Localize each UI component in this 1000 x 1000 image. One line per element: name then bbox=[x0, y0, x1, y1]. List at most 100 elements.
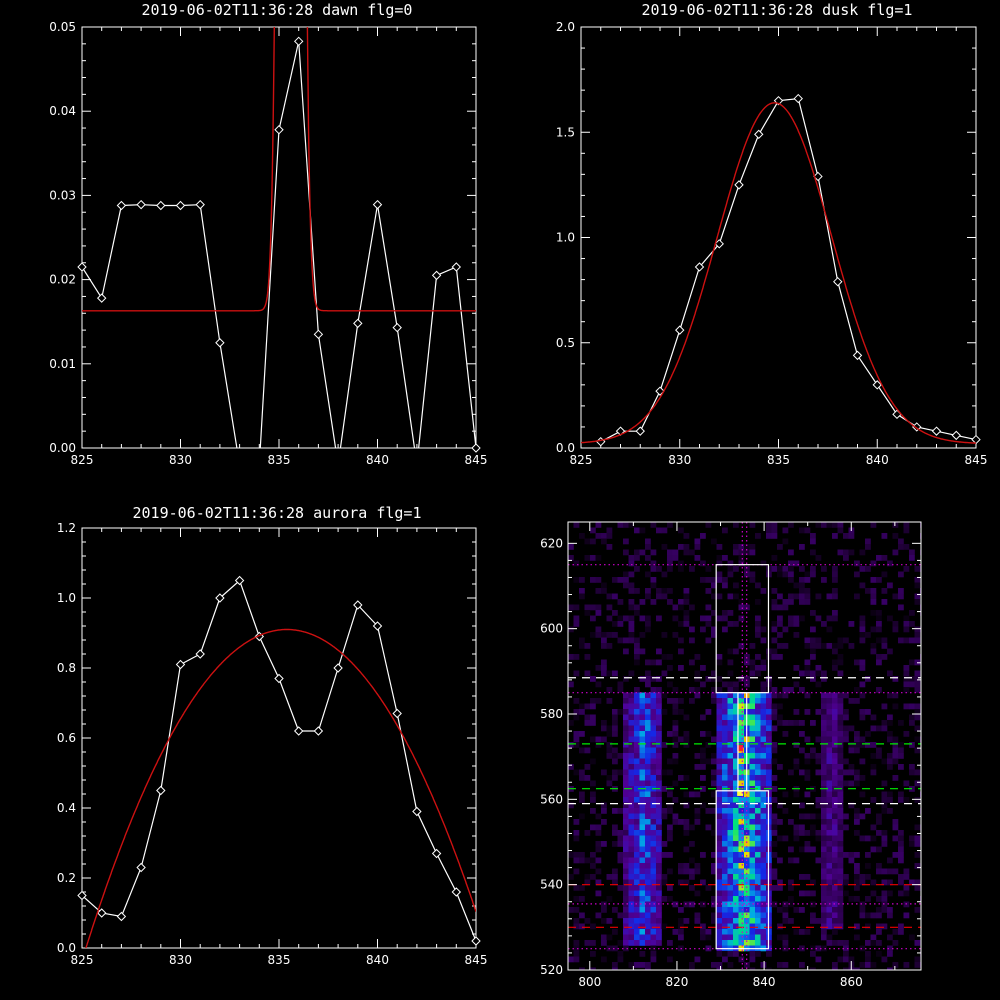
heatmap-cell bbox=[843, 758, 849, 765]
heatmap-cell bbox=[755, 863, 761, 869]
heatmap-cell bbox=[804, 599, 811, 605]
heatmap-cell bbox=[716, 703, 723, 710]
heatmap-cell bbox=[865, 896, 871, 902]
heatmap-cell bbox=[716, 725, 723, 732]
heatmap-cell bbox=[760, 769, 767, 776]
heatmap-cell bbox=[760, 725, 767, 732]
heatmap-cell bbox=[634, 659, 640, 666]
heatmap-cell bbox=[727, 863, 734, 869]
heatmap-cell bbox=[733, 863, 739, 869]
heatmap-cell bbox=[645, 742, 651, 748]
heatmap-cell bbox=[606, 753, 613, 759]
heatmap-cell bbox=[639, 813, 646, 820]
heatmap-cell bbox=[799, 582, 805, 589]
heatmap-cell bbox=[639, 791, 646, 798]
heatmap-cell bbox=[639, 868, 646, 875]
heatmap-cell bbox=[870, 912, 877, 919]
heatmap-cell bbox=[623, 929, 629, 935]
heatmap-cell bbox=[711, 687, 717, 693]
heatmap-cell bbox=[645, 692, 651, 699]
heatmap-cell bbox=[656, 698, 662, 704]
heatmap-cell bbox=[639, 962, 646, 968]
heatmap-cell bbox=[782, 527, 789, 534]
heatmap-cell bbox=[760, 637, 767, 644]
heatmap-cell bbox=[711, 582, 717, 589]
heatmap-cell bbox=[689, 824, 695, 831]
heatmap-cell bbox=[832, 830, 838, 836]
heatmap-cell bbox=[612, 747, 618, 754]
heatmap-cell bbox=[645, 912, 651, 919]
heatmap-cell bbox=[804, 753, 811, 759]
heatmap-cell bbox=[590, 714, 596, 721]
heatmap-cell bbox=[755, 835, 761, 842]
heatmap-cell bbox=[573, 709, 580, 715]
heatmap-cell bbox=[821, 901, 827, 908]
heatmap-cell bbox=[705, 566, 712, 572]
heatmap-cell bbox=[733, 753, 739, 759]
heatmap-cell bbox=[755, 791, 761, 798]
heatmap-cell bbox=[865, 863, 871, 869]
heatmap-cell bbox=[584, 775, 591, 781]
heatmap-cell bbox=[716, 962, 723, 968]
heatmap-cell bbox=[777, 962, 783, 968]
heatmap-cell bbox=[568, 907, 574, 913]
heatmap-cell bbox=[749, 703, 756, 710]
heatmap-cell bbox=[826, 912, 833, 919]
heatmap-cell bbox=[716, 890, 723, 897]
heatmap-cell bbox=[749, 747, 756, 754]
heatmap-cell bbox=[771, 533, 778, 539]
heatmap-cell bbox=[678, 863, 684, 869]
heatmap-cell bbox=[898, 929, 904, 935]
heatmap-cell bbox=[595, 588, 602, 594]
heatmap-cell bbox=[870, 753, 877, 759]
heatmap-cell bbox=[612, 758, 618, 765]
heatmap-cell bbox=[678, 637, 684, 644]
heatmap-cell bbox=[727, 566, 734, 572]
heatmap-cell bbox=[694, 555, 701, 561]
heatmap-cell bbox=[700, 577, 706, 583]
heatmap-cell bbox=[881, 841, 888, 847]
heatmap-cell bbox=[645, 593, 651, 600]
heatmap-cell bbox=[639, 857, 646, 864]
heatmap-cell bbox=[628, 720, 635, 726]
heatmap-cell bbox=[771, 522, 778, 528]
heatmap-cell bbox=[568, 720, 574, 726]
heatmap-cell bbox=[601, 901, 607, 908]
heatmap-cell bbox=[749, 835, 756, 842]
y-tick-label: 540 bbox=[540, 878, 563, 892]
heatmap-cell bbox=[870, 962, 877, 968]
heatmap-cell bbox=[914, 824, 921, 831]
heatmap-cell bbox=[722, 769, 728, 776]
heatmap-cell bbox=[612, 830, 618, 836]
heatmap-cell bbox=[595, 890, 602, 897]
heatmap-cell bbox=[584, 703, 591, 710]
heatmap-cell bbox=[656, 747, 662, 754]
heatmap-cell bbox=[661, 527, 668, 534]
heatmap-cell bbox=[903, 615, 910, 622]
heatmap-cell bbox=[793, 791, 800, 798]
heatmap-cell bbox=[760, 857, 767, 864]
heatmap-cell bbox=[755, 940, 761, 946]
heatmap-cell bbox=[865, 852, 871, 858]
heatmap-cell bbox=[760, 775, 767, 781]
heatmap-cell bbox=[859, 714, 866, 721]
heatmap-cell bbox=[832, 769, 838, 776]
heatmap-cell bbox=[832, 703, 838, 710]
heatmap-cell bbox=[793, 665, 800, 671]
heatmap-cell bbox=[826, 692, 833, 699]
heatmap-cell bbox=[821, 813, 827, 820]
heatmap-cell bbox=[766, 775, 772, 781]
heatmap-cell bbox=[727, 714, 734, 721]
heatmap-cell bbox=[876, 621, 882, 627]
heatmap-cell bbox=[760, 560, 767, 567]
heatmap-cell bbox=[832, 780, 838, 787]
heatmap-cell bbox=[914, 626, 921, 633]
heatmap-cell bbox=[617, 912, 624, 919]
data-point bbox=[195, 649, 205, 659]
heatmap-cell bbox=[683, 588, 690, 594]
heatmap-cell bbox=[854, 747, 860, 754]
heatmap-cell bbox=[727, 780, 734, 787]
heatmap-cell bbox=[623, 802, 629, 809]
x-tick-label: 830 bbox=[169, 453, 192, 467]
heatmap-cell bbox=[683, 824, 690, 831]
